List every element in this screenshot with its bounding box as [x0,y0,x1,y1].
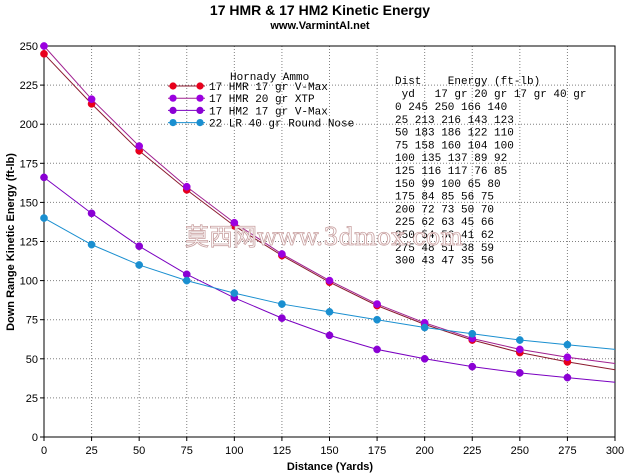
legend-title: Hornady Ammo [230,72,309,84]
data-point [135,242,144,251]
table-row: 225 62 63 45 66 [395,217,494,229]
legend-marker [196,106,204,114]
x-tick-label: 175 [368,445,386,457]
y-tick-label: 100 [20,276,38,288]
y-tick-label: 50 [26,354,38,366]
y-tick-label: 225 [20,80,38,92]
x-tick-label: 25 [85,445,97,457]
data-point [182,276,191,285]
data-point [563,373,572,382]
data-point [182,182,191,191]
legend-marker [169,106,177,114]
legend-marker [169,82,177,90]
x-tick-label: 250 [511,445,529,457]
y-tick-label: 25 [26,393,38,405]
x-tick-label: 150 [320,445,338,457]
table-row: 300 43 47 35 56 [395,256,494,268]
data-point [325,331,334,340]
legend-marker [169,94,177,102]
legend-label: 22 LR 40 gr Round Nose [209,119,354,131]
series-2 [40,42,616,364]
y-tick-label: 200 [20,119,38,131]
table-row: 175 84 85 56 75 [395,192,494,204]
data-point [373,315,381,324]
y-tick-label: 0 [32,432,38,444]
table-row: 75 158 160 104 100 [395,140,514,152]
data-point [135,261,144,269]
x-tick-label: 225 [463,445,481,457]
y-tick-label: 125 [20,237,38,249]
legend-label: 17 HMR 17 gr V-Max [209,82,328,94]
table-row: 25 213 216 143 123 [395,115,514,127]
legend-marker [196,94,204,102]
legend-marker [196,119,204,127]
table-header-1: Dist Energy (ft-lb) [395,76,540,88]
data-point [40,42,48,50]
table-row: 125 116 117 76 85 [395,166,507,178]
x-tick-label: 125 [273,445,291,457]
data-point [325,276,334,285]
table-row: 0 245 250 166 140 [395,102,507,114]
data-point [563,353,572,362]
table-row: 50 183 186 122 110 [395,128,514,140]
table-row: 275 48 51 38 59 [395,243,494,255]
x-tick-label: 275 [558,445,576,457]
table-row: 250 54 56 41 62 [395,230,494,242]
series-group [40,42,616,383]
chart-subtitle: www.VarmintAl.net [269,20,370,32]
data-point [87,95,96,104]
y-axis-ticks: 0 25 50 75 100 125 150 175 200 225 250 [20,41,44,444]
legend-marker [169,119,177,127]
x-axis-label: Distance (Yards) [287,461,374,473]
table-header-2: yd 17 gr 20 gr 17 gr 40 gr [395,89,586,101]
x-tick-label: 75 [181,445,193,457]
legend-label: 17 HMR 20 gr XTP [209,94,315,106]
x-tick-label: 50 [133,445,145,457]
data-point [373,300,381,308]
data-point [87,240,96,249]
data-point [135,142,144,150]
table-row: 200 72 73 50 70 [395,204,494,216]
legend-marker [196,82,204,90]
data-point [373,345,381,354]
data-point [40,49,48,58]
x-tick-label: 0 [41,445,47,457]
data-point [563,340,572,349]
series-4 [40,214,616,350]
data-point [278,250,286,258]
table-row: 150 99 100 65 80 [395,179,501,191]
x-tick-label: 100 [225,445,243,457]
data-point [420,323,429,332]
data-point [278,300,286,308]
data-point [278,314,286,322]
data-point [230,218,239,227]
y-tick-label: 250 [20,41,38,53]
x-tick-label: 200 [415,445,433,457]
table-row: 100 135 137 89 92 [395,153,507,165]
data-point [40,214,48,222]
data-point [325,308,334,316]
data-point [420,354,429,363]
data-point [468,329,477,338]
data-point [515,345,524,354]
y-axis-label: Down Range Kinetic Energy (ft-lb) [5,153,17,331]
x-tick-label: 300 [606,445,624,457]
y-tick-label: 175 [20,158,38,170]
data-point [515,369,524,377]
chart-title: 17 HMR & 17 HM2 Kinetic Energy [210,2,430,18]
data-point [230,289,239,297]
data-table: Dist Energy (ft-lb) yd 17 gr 20 gr 17 gr… [395,76,586,268]
x-axis-ticks: 0 25 50 75 100 125 150 175 200 225 250 275 300 [41,437,624,457]
watermark-text: 莫西网www.3dmox.com [185,223,463,251]
data-point [515,336,524,344]
data-point [87,209,96,218]
data-point [468,362,477,371]
legend-label: 17 HM2 17 gr V-Max [209,106,328,118]
y-tick-label: 75 [26,315,38,327]
y-tick-label: 150 [20,197,38,209]
data-point [40,173,48,182]
